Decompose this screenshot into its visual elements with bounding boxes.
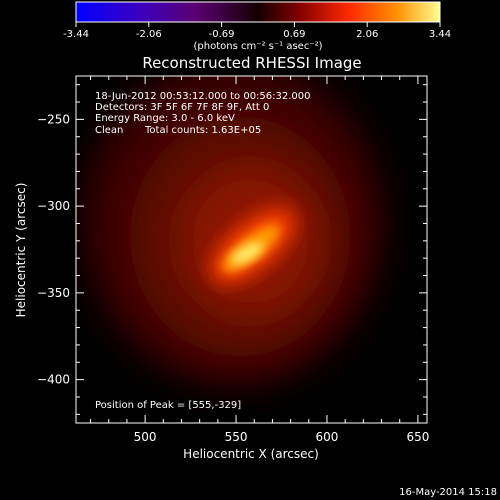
y-tick-label: −400 [37,373,70,387]
colorbar-tick-label: 3.44 [429,29,451,40]
colorbar-units-label: (photons cm⁻² s⁻¹ asec⁻²) [193,41,322,52]
clean-text: Clean [95,125,123,136]
colorbar-tick-label: -2.06 [136,29,162,40]
x-tick-label: 650 [406,430,429,444]
peak-position-text: Position of Peak = [555,-329] [95,400,241,411]
colorbar-tick-label: -0.69 [209,29,235,40]
colorbar-ticks: -3.44 -2.06 -0.69 0.69 2.06 3.44 [63,22,451,40]
colorbar: -3.44 -2.06 -0.69 0.69 2.06 3.44 (photons cm⁻… [63,1,451,52]
annotations: 18-Jun-2012 00:53:12.000 to 00:56:32.000… [95,91,311,411]
x-axis-label: Heliocentric X (arcsec) [183,447,319,461]
detectors-text: Detectors: 3F 5F 6F 7F 8F 9F, Att 0 [95,102,269,113]
y-axis-label: Heliocentric Y (arcsec) [14,183,28,318]
colorbar-gradient [75,1,441,23]
y-tick-label: −350 [37,286,70,300]
y-tick-label: −250 [37,112,70,126]
plot-frame [75,75,428,424]
axis-ticks: 500 550 600 650 −250 −300 −350 −400 [37,76,429,444]
x-tick-label: 600 [316,430,339,444]
heatmap-emission [83,76,384,387]
colorbar-tick-label: 0.69 [283,29,305,40]
time-range-text: 18-Jun-2012 00:53:12.000 to 00:56:32.000 [95,91,311,102]
colorbar-tick-label: -3.44 [63,29,89,40]
energy-range-text: Energy Range: 3.0 - 6.0 keV [95,113,235,124]
chart-title: Reconstructed RHESSI Image [142,54,361,72]
colorbar-tick-label: 2.06 [356,29,378,40]
total-counts-text: Total counts: 1.63E+05 [144,125,261,136]
heatmap-area [76,76,427,423]
source-peak [231,242,264,265]
footer-date: 16-May-2014 15:18 [399,487,497,498]
y-tick-label: −300 [37,199,70,213]
x-tick-label: 550 [225,430,248,444]
x-tick-label: 500 [134,430,157,444]
